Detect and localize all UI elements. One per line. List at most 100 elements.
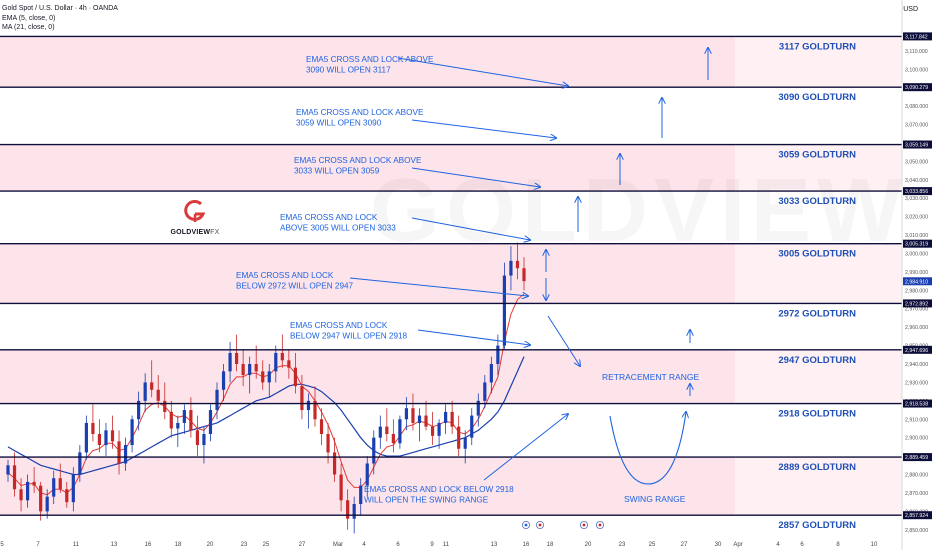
current-price-tag <box>903 277 932 286</box>
candle-body <box>78 452 82 475</box>
watermark-text: GOLDVIEW F <box>370 160 932 263</box>
candle-body <box>522 268 526 282</box>
candle-body <box>352 504 356 519</box>
level-price-tag-0 <box>903 32 932 41</box>
swing-range-curve <box>609 412 686 485</box>
candle-body <box>58 478 62 490</box>
x-tick-label: 13 <box>491 542 498 548</box>
chart-title: Gold Spot / U.S. Dollar · 4h · OANDA <box>2 5 118 12</box>
ema-legend[interactable]: EMA (5, close, 0) <box>2 15 56 22</box>
level-label-8: 2889 GOLDTURN <box>778 462 856 473</box>
level-label-5: 2972 GOLDTURN <box>778 308 856 319</box>
candle-body <box>189 410 193 431</box>
annotation-text-4: EMA5 CROSS AND LOCK <box>236 271 334 280</box>
candle-body <box>241 364 245 376</box>
candle-body <box>104 430 108 446</box>
y-tick-label: 2,850.000 <box>905 528 928 534</box>
candle-body <box>261 371 265 383</box>
x-tick-label: 25 <box>649 542 656 548</box>
zone-2 <box>0 243 902 304</box>
x-tick-label: 9 <box>430 542 434 548</box>
arrow-retracement <box>547 315 580 366</box>
candle-body <box>274 352 278 372</box>
ma-legend[interactable]: MA (21, close, 0) <box>2 24 55 31</box>
candle-body <box>359 485 363 504</box>
level-price-tag-3 <box>903 187 932 196</box>
event-icon-dot-1 <box>538 523 542 527</box>
y-tick-label: 2,940.000 <box>905 362 928 368</box>
x-axis: 5 7 11 13 16 18 20 23 25 27 Mar 4 6 9 11 13 16 18 20 23 25 27… <box>0 542 878 548</box>
level-price-text-7: 2,918.538 <box>905 402 928 408</box>
level-label-0: 3117 GOLDTURN <box>779 41 856 52</box>
candle-body <box>365 463 369 486</box>
annotation-arrows <box>349 48 708 530</box>
goldview-logo: GOLDVIEWFX <box>165 198 225 236</box>
candle-body <box>71 474 75 503</box>
candle-body <box>65 489 69 503</box>
level-label-4: 3005 GOLDTURN <box>778 249 856 260</box>
arrow-anno-3 <box>411 217 530 240</box>
candle-body <box>84 422 88 453</box>
candle-body <box>326 434 330 453</box>
x-tick-label: 27 <box>299 542 306 548</box>
candle-body <box>339 474 343 501</box>
x-tick-label: 11 <box>443 542 450 548</box>
zone-future-4 <box>735 457 902 516</box>
candle-body <box>502 275 507 346</box>
candle-body <box>6 465 10 475</box>
event-icon-dot-3 <box>598 523 602 527</box>
currency-label: USD <box>903 6 918 13</box>
level-price-tag-2 <box>903 140 932 149</box>
current-price-text: 2,984.910 <box>905 279 928 285</box>
logo-wordmark: GOLDVIEWFX <box>170 229 220 236</box>
level-price-text-4: 3,005.319 <box>905 242 928 248</box>
zone-future-2 <box>735 243 902 304</box>
x-tick-label: 18 <box>547 542 554 548</box>
candle-body <box>300 386 304 411</box>
level-price-tag-5 <box>903 299 932 308</box>
candle-body <box>12 465 17 490</box>
annotation-text-3: EMA5 CROSS AND LOCK <box>280 213 378 222</box>
candle-body <box>385 426 389 434</box>
event-icon-dot-2 <box>582 523 586 527</box>
candle-body <box>378 426 382 438</box>
zone-future-0 <box>735 36 902 88</box>
candle-body <box>150 382 154 390</box>
candle-body <box>221 371 226 390</box>
level-label-3: 3033 GOLDTURN <box>778 196 856 207</box>
y-tick-label: 2,990.000 <box>905 270 928 276</box>
x-tick-label: 18 <box>175 542 182 548</box>
zone-future-3 <box>735 349 902 404</box>
annotation-text-3: ABOVE 3005 WILL OPEN 3033 <box>280 224 396 233</box>
y-tick-label: 2,980.000 <box>905 288 928 294</box>
annotation-text-6: WILL OPEN THE SWING RANGE <box>364 496 489 505</box>
y-tick-label: 2,880.000 <box>905 473 928 479</box>
annotation-text-4: BELOW 2972 WILL OPEN 2947 <box>236 282 354 291</box>
level-price-tag-6 <box>903 345 932 354</box>
level-lines: 3117 GOLDTURN 3090 GOLDTURN 3059 GOLDTURN 3… <box>0 35 902 531</box>
y-tick-label: 3,020.000 <box>905 215 928 221</box>
candle-body <box>137 400 141 420</box>
zone-3 <box>0 349 902 404</box>
y-tick-label: 3,030.000 <box>905 196 928 202</box>
candle-body <box>391 434 395 444</box>
candle-body <box>372 437 376 464</box>
y-tick-label: 2,970.000 <box>905 307 928 313</box>
candle-body <box>215 389 219 411</box>
level-price-tag-1 <box>903 83 932 92</box>
candle-body <box>45 496 49 512</box>
annotation-text-1: EMA5 CROSS AND LOCK ABOVE <box>296 108 424 117</box>
level-price-text-0: 3,117.842 <box>905 34 928 40</box>
y-tick-label: 2,930.000 <box>905 380 928 386</box>
arrow-anno-2 <box>411 167 540 187</box>
level-price-tag-4 <box>903 239 932 248</box>
candle-body <box>176 422 180 429</box>
candle-body <box>123 445 128 464</box>
level-label-2: 3059 GOLDTURN <box>778 150 856 161</box>
level-price-text-1: 3,090.279 <box>905 85 928 91</box>
swing-range-label: SWING RANGE <box>624 494 686 504</box>
y-tick-label: 3,000.000 <box>905 251 928 257</box>
x-tick-label: 16 <box>145 542 152 548</box>
y-tick-label: 2,910.000 <box>905 417 928 423</box>
